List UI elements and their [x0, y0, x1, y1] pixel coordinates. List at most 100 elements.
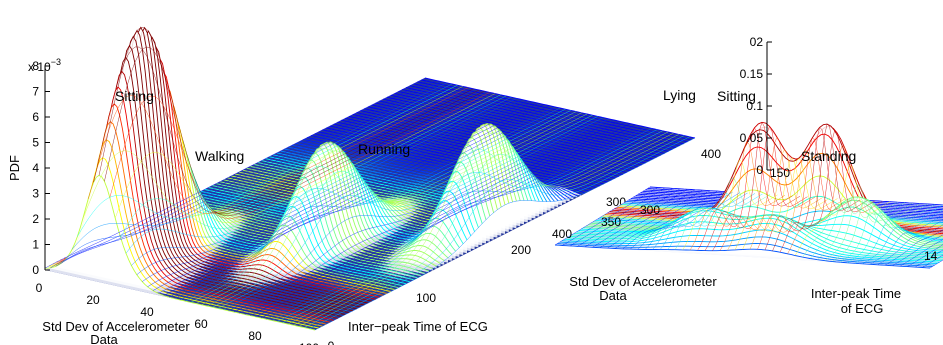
left-x-axis-label-line1: Std Dev of Accelerometer	[42, 319, 190, 334]
right-mesh-line	[742, 157, 838, 250]
right-y-tick-150: 150	[770, 166, 790, 180]
right-z-tick-label: 0.05	[740, 131, 764, 145]
left-y-axis-label: Inter−peak Time of ECG	[348, 319, 488, 334]
right-mesh-line	[877, 224, 943, 266]
right-peak-label-sitting: Sitting	[717, 88, 756, 104]
right-surface-plot: 0 0.05 0.1 0.15 02 400 350 300 150 14 Std De…	[552, 35, 943, 316]
right-mesh-line	[907, 244, 943, 267]
left-x-tick-label: 40	[140, 305, 154, 319]
left-mesh-line	[61, 81, 442, 264]
right-mesh-line	[697, 127, 793, 251]
right-peak-label-lying: Lying	[663, 87, 696, 103]
left-y-ticks: 0 100 200 300 400	[328, 147, 722, 345]
left-y-tick-label: 400	[701, 147, 721, 161]
right-mesh-line	[614, 190, 711, 249]
left-mesh-line	[169, 105, 550, 298]
right-mesh-line	[802, 184, 898, 258]
left-z-tick-label: 8	[32, 59, 39, 73]
left-z-tick-label: 3	[32, 187, 39, 201]
left-mesh-line	[98, 27, 480, 215]
left-mesh-line	[266, 126, 647, 320]
right-mesh-line	[892, 234, 943, 266]
left-mesh-line	[239, 120, 620, 314]
right-z-ticks: 0 0.05 0.1 0.15 02	[740, 35, 772, 177]
right-mesh-line	[682, 159, 778, 251]
right-mesh-line	[749, 150, 846, 250]
left-surface-plot: 0 1 2 3 4 5 6 7 8 0 20 40 60 80 100 0 100 200 300 400 PDF…	[7, 26, 722, 345]
left-mesh-fill	[48, 157, 319, 329]
right-mesh-line	[637, 191, 733, 250]
left-mesh-line	[147, 100, 528, 288]
right-x-axis-label-line2: Data	[599, 288, 627, 303]
right-z-tick-label: 0	[756, 163, 763, 177]
right-mesh-line	[704, 121, 801, 251]
left-mesh-line	[190, 110, 571, 303]
left-z-tick-label: 6	[32, 110, 39, 124]
right-mesh-line	[712, 125, 808, 251]
left-mesh-line	[314, 137, 696, 331]
left-mesh-line	[277, 129, 658, 322]
left-x-tick-label: 0	[36, 281, 43, 295]
right-y-axis-label-line1: Inter-peak Time	[811, 286, 901, 301]
right-mesh-line	[719, 136, 816, 251]
left-mesh-line	[217, 116, 598, 309]
left-mesh-line	[104, 46, 485, 216]
right-peak-label-standing: Standing	[801, 148, 856, 164]
right-z-tick-label: 0.15	[740, 67, 764, 81]
left-mesh-line	[298, 132, 679, 327]
left-mesh-line	[114, 93, 496, 223]
right-mesh-line	[824, 196, 921, 261]
left-mesh-line	[87, 87, 469, 214]
left-mesh-line	[223, 117, 604, 310]
left-z-tick-label: 0	[32, 263, 39, 277]
left-mesh-line	[174, 106, 555, 299]
left-peak-label-sitting: Sitting	[115, 88, 154, 104]
right-mesh-line	[899, 239, 943, 267]
right-mesh-line	[854, 209, 943, 264]
right-mesh-line	[914, 249, 943, 268]
left-mesh-line	[233, 119, 615, 313]
left-mesh-line	[309, 136, 690, 330]
left-mesh-line	[66, 82, 447, 259]
left-z-tick-label: 2	[32, 212, 39, 226]
left-mesh-line	[71, 83, 453, 250]
right-mesh-line	[554, 186, 651, 246]
left-surface-mesh	[44, 26, 696, 331]
left-z-tick-label: 4	[32, 161, 39, 175]
left-z-ticks: 0 1 2 3 4 5 6 7 8	[32, 59, 50, 277]
right-mesh-line	[727, 149, 823, 251]
left-peak-label-running: Running	[358, 141, 410, 157]
right-mesh-line	[562, 187, 658, 246]
left-mesh-fill	[45, 175, 315, 330]
left-x-tick-label: 20	[86, 293, 100, 307]
right-mesh-line	[584, 188, 681, 248]
left-mesh-line	[77, 84, 458, 237]
left-mesh-line	[260, 125, 642, 319]
left-mesh-line	[228, 118, 609, 312]
left-mesh-fill	[166, 144, 437, 269]
right-mesh-line	[629, 191, 726, 250]
left-mesh-fill	[170, 142, 441, 267]
right-mesh-line	[839, 204, 936, 263]
left-mesh-line	[158, 102, 539, 294]
left-z-axis-label: PDF	[7, 155, 22, 181]
left-mesh-line	[131, 96, 512, 266]
right-y-axis-label-line2: of ECG	[841, 301, 884, 316]
left-mesh-line	[50, 78, 431, 269]
right-mesh-line	[689, 140, 786, 251]
right-mesh-line	[764, 127, 861, 250]
left-mesh-line	[120, 94, 501, 238]
left-x-tick-label: 80	[248, 329, 262, 343]
left-mesh-line	[206, 113, 588, 307]
left-z-tick-label: 7	[32, 85, 39, 99]
left-y-tick-label: 200	[511, 243, 531, 257]
right-mesh-line	[884, 229, 943, 266]
left-z-exponent: x 10−3	[28, 57, 61, 74]
right-mesh-line	[622, 190, 718, 250]
left-z-tick-label: 5	[32, 136, 39, 150]
right-mesh-line	[922, 254, 943, 268]
right-mesh-line	[757, 137, 853, 250]
right-mesh-line	[592, 189, 688, 248]
left-mesh-line	[163, 104, 544, 296]
left-mesh-line	[201, 112, 582, 306]
